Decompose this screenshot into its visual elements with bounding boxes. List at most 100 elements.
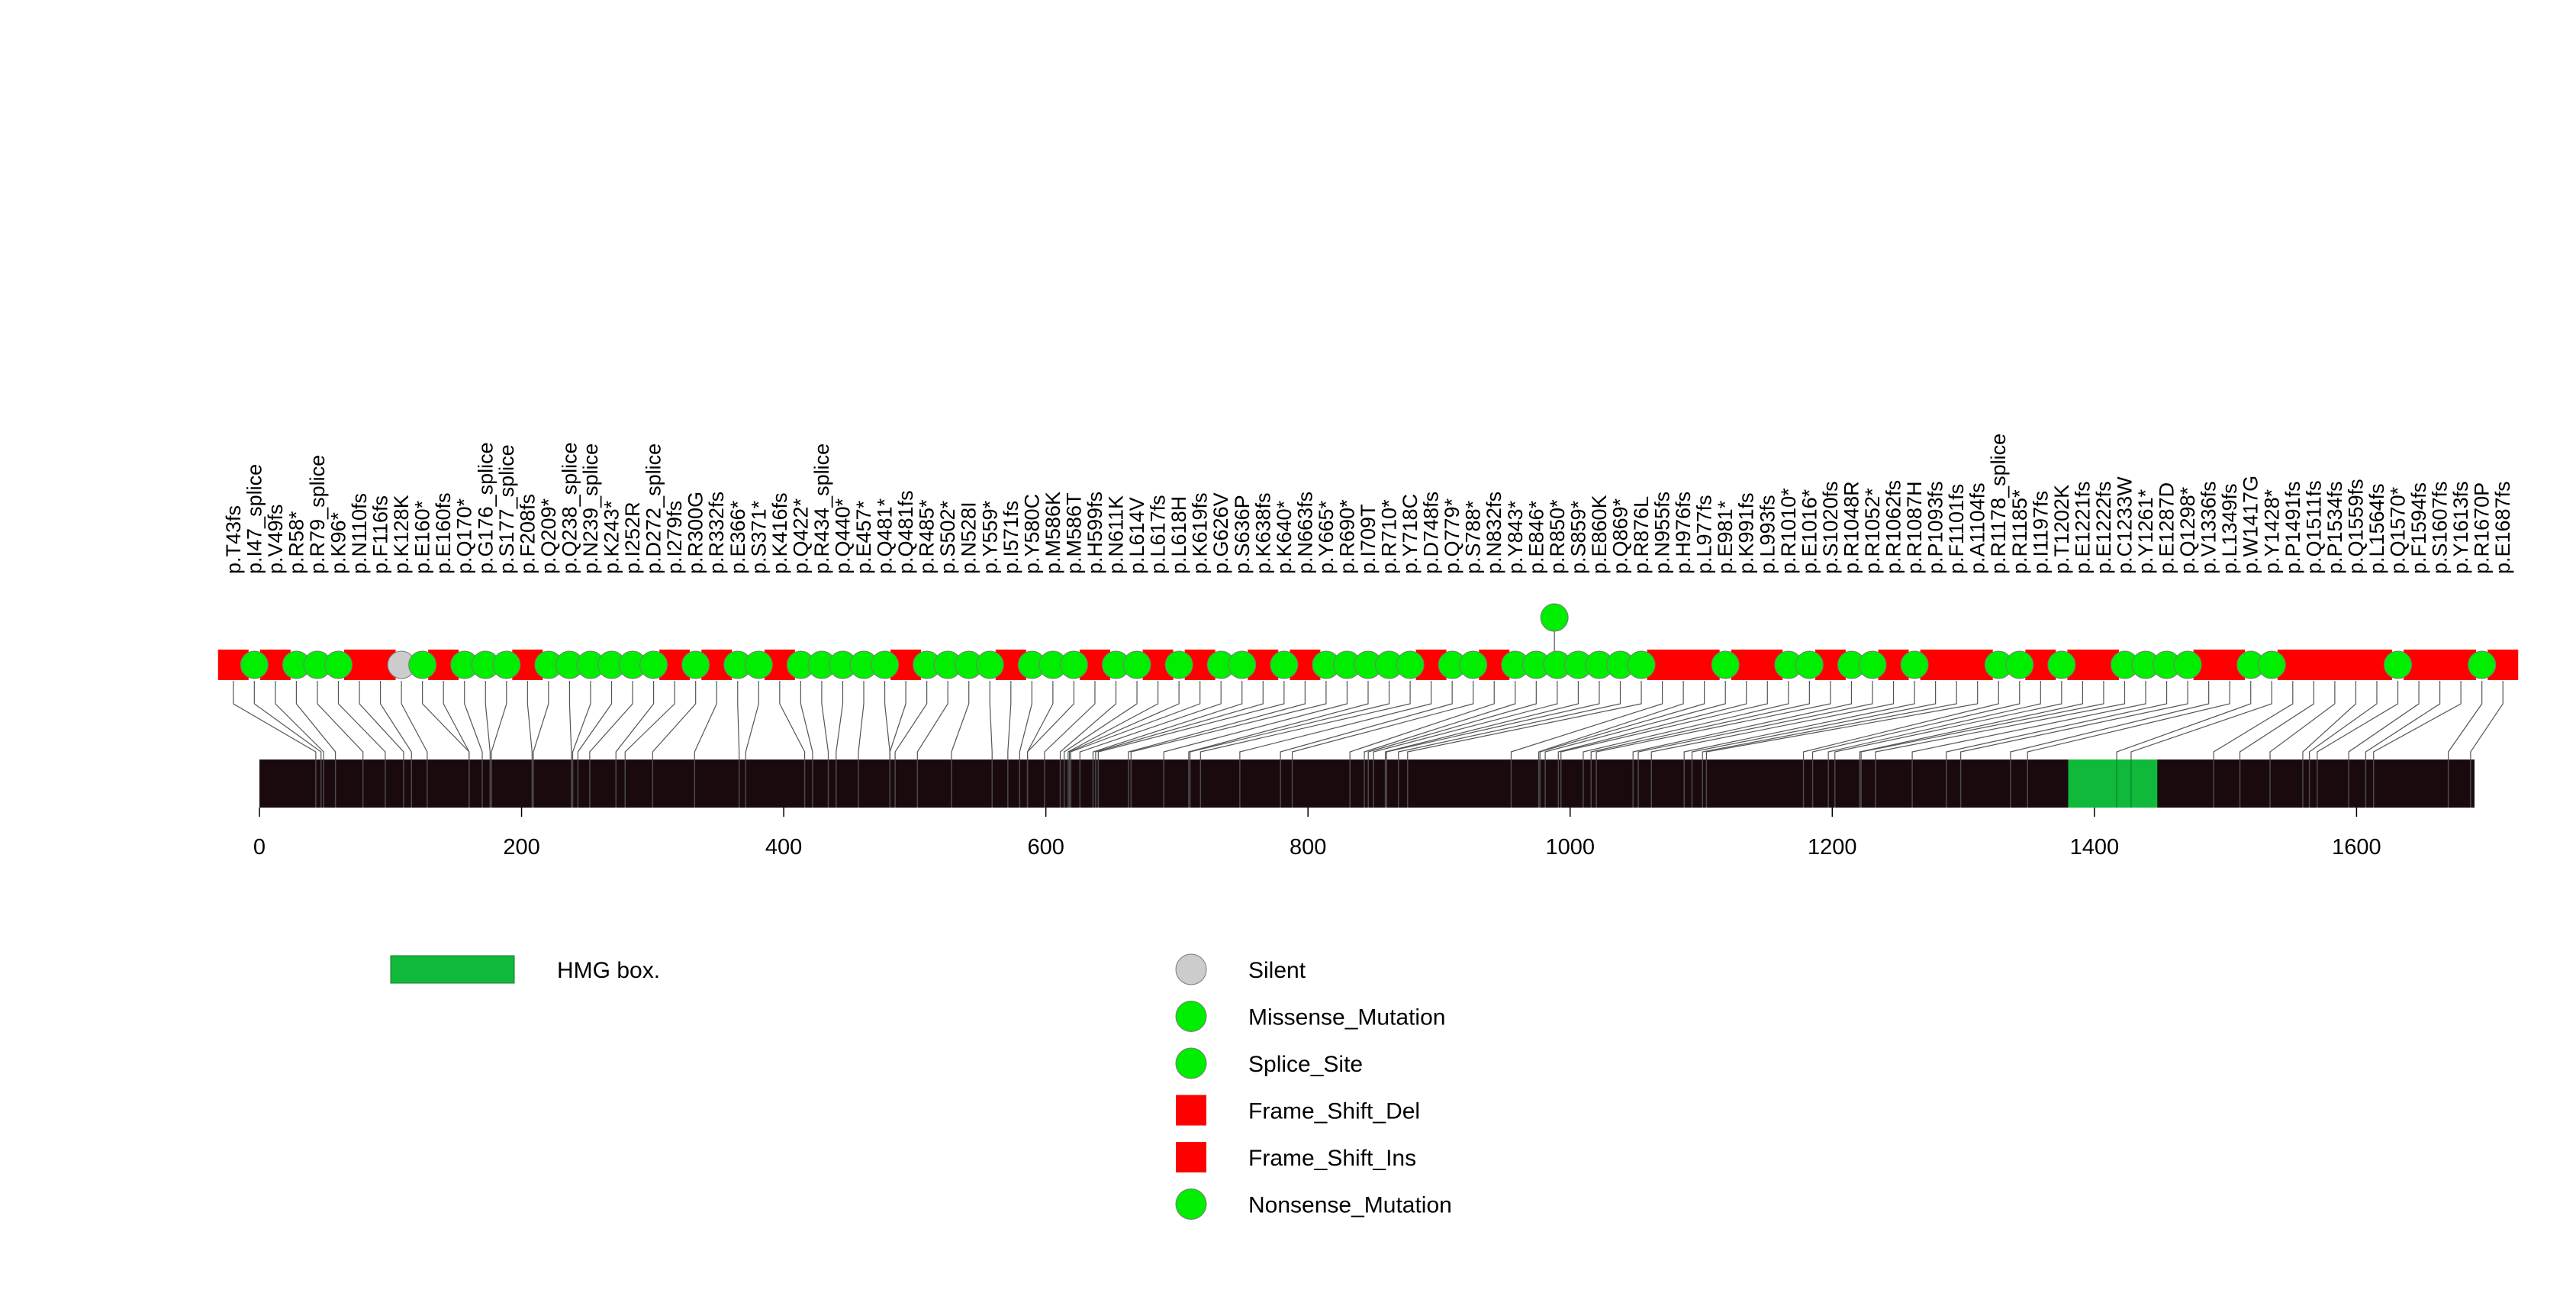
x-tick-label: 1000	[1545, 835, 1595, 859]
missense-marker	[2384, 650, 2413, 679]
missense-marker	[2173, 650, 2202, 679]
mutation-label: p.N611K	[1105, 495, 1128, 574]
connector-line	[1827, 681, 2041, 759]
mutation-label: p.R1185*	[2008, 489, 2031, 574]
mutation-label: p.S636P	[1231, 495, 1254, 574]
connector-line	[491, 681, 507, 759]
mutation-label: p.Q1559fs	[2344, 479, 2367, 574]
mutation-label: p.W1417G	[2240, 476, 2262, 574]
mutation-label: p.R710*	[1378, 499, 1401, 574]
mutation-label: p.R850*	[1546, 499, 1569, 574]
mutation-label: p.R79_splice	[306, 455, 329, 574]
x-tick-label: 1400	[2070, 835, 2120, 859]
mutation-label: p.R1178_splice	[1987, 434, 2010, 574]
connector-line	[2027, 681, 2230, 759]
mutation-label: p.R332fs	[705, 492, 728, 574]
missense-marker	[324, 650, 353, 679]
connector-line	[1407, 681, 1642, 759]
legend-circle-swatch	[1175, 1188, 1207, 1220]
connector-line	[1544, 681, 1726, 759]
mutation-label: p.E160fs	[432, 492, 455, 574]
connector-line	[577, 681, 613, 759]
missense-marker	[975, 650, 1004, 679]
mutation-label: p.E846*	[1525, 500, 1547, 574]
domain-regions	[315, 759, 2471, 808]
mutation-label: p.C1233W	[2113, 476, 2136, 574]
mutation-label: p.A1104fs	[1966, 482, 1989, 574]
mutation-label: p.M586K	[1042, 492, 1064, 574]
stacked-markers	[1540, 603, 1569, 651]
mutation-label: p.Q422*	[789, 498, 812, 574]
connector-line	[1027, 681, 1075, 759]
connector-line	[1560, 681, 1768, 759]
mutation-label: p.F1594fs	[2407, 482, 2430, 574]
legend-circle-swatch	[1175, 1001, 1207, 1032]
connector-line	[2317, 681, 2399, 759]
mutation-label: p.E1016*	[1798, 489, 1821, 574]
connector-line	[800, 681, 813, 759]
connector-line	[295, 681, 336, 759]
mutation-label: p.S788*	[1462, 500, 1485, 574]
mutation-label: p.P1534fs	[2323, 481, 2346, 574]
connector-line	[1702, 681, 1957, 759]
connector-line	[443, 681, 470, 759]
connector-line	[1130, 681, 1327, 759]
connector-line	[1802, 681, 1999, 759]
connector-line	[2116, 681, 2252, 759]
connector-line	[2470, 681, 2504, 759]
mutation-label: p.E1221fs	[2071, 481, 2094, 574]
connector-line	[889, 681, 906, 759]
missense-marker	[744, 650, 773, 679]
mutation-label: p.Y1261*	[2134, 489, 2157, 574]
connector-line	[379, 681, 412, 759]
mutation-label: p.D748fs	[1420, 492, 1443, 574]
mutation-label: p.E981*	[1714, 500, 1737, 574]
legend-circle-swatch	[1175, 1047, 1207, 1079]
connector-line	[2448, 681, 2483, 759]
connector-line	[1067, 681, 1159, 759]
legend-mutation-label: Frame_Shift_Del	[1248, 1099, 1420, 1124]
x-tick-label: 600	[1027, 835, 1064, 859]
mutation-label: p.V49fs	[264, 504, 287, 574]
connector-line	[884, 681, 890, 759]
mutation-label: p.G176_splice	[474, 442, 497, 574]
mutation-label: p.I709T	[1357, 504, 1380, 574]
mutation-label: p.N663fs	[1293, 492, 1316, 574]
missense-marker	[492, 650, 521, 679]
connector-line	[401, 681, 428, 759]
legend-domain-swatch	[390, 955, 515, 984]
connector-line	[1044, 681, 1096, 759]
x-tick-label: 1200	[1808, 835, 1857, 859]
connector-line	[624, 681, 675, 759]
connector-line	[1190, 681, 1390, 759]
connector-line	[989, 681, 993, 759]
connector-line	[745, 681, 759, 759]
legend-domain-label: HMG box.	[557, 958, 660, 983]
connector-line	[1539, 681, 1705, 759]
connector-line	[1875, 681, 2126, 759]
missense-marker	[1858, 650, 1887, 679]
missense-marker	[2047, 650, 2076, 679]
mutation-label: p.M586T	[1062, 492, 1085, 574]
connector-line	[2373, 681, 2462, 759]
mutation-label: p.T43fs	[222, 505, 245, 574]
mutation-label: p.E860K	[1588, 495, 1611, 574]
legend: HMG box. Silent Missense_Mutation Splice_Si…	[390, 953, 1452, 1220]
mutation-label: p.N528I	[958, 501, 980, 574]
connector-line	[1064, 681, 1138, 759]
mutation-label: p.F116fs	[369, 495, 392, 574]
mutation-label: p.I47_splice	[243, 464, 266, 574]
connector-line	[1373, 681, 1558, 759]
connector-line	[1911, 681, 2146, 759]
mutation-label: p.K640*	[1273, 500, 1296, 574]
connector-line	[2302, 681, 2357, 759]
mutation-label: p.E1287D	[2156, 482, 2178, 574]
mutation-marker-row	[217, 650, 2519, 680]
connector-line	[1637, 681, 1873, 759]
connector-line	[1834, 681, 2062, 759]
connector-line	[1367, 681, 1537, 759]
mutation-labels: p.T43fsp.I47_splicep.V49fsp.R58*p.R79_sp…	[222, 434, 2514, 574]
mutation-label: p.F1101fs	[1945, 484, 1968, 574]
mutation-label: p.E366*	[726, 500, 749, 574]
